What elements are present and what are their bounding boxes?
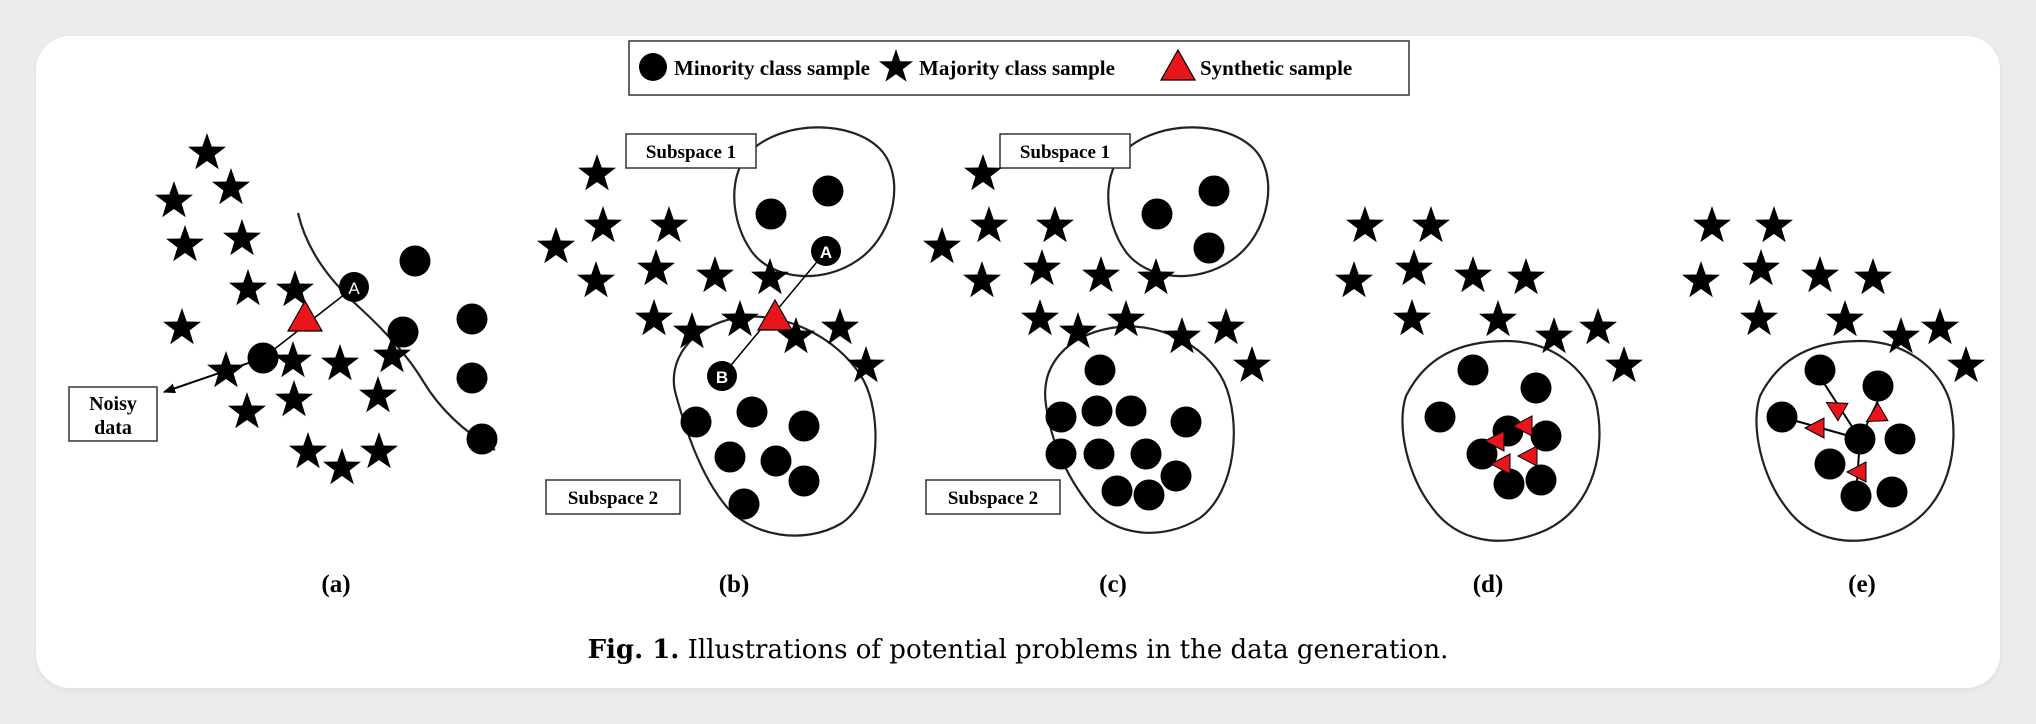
legend-minority-marker [639,53,667,81]
panel-a-label: (a) [321,571,350,598]
panel-d-region [1401,339,1601,542]
panel-b-synthetic-sample [757,299,793,331]
panel-c-subspace1-region [1107,126,1270,278]
panel-c-subspace1-box [999,133,1131,169]
panel-c-subspace2-region [1044,325,1235,534]
legend-majority-label: Majority class sample [919,56,1115,80]
panel-b-minority-dots [680,175,844,520]
panel-a-noisy-box [68,386,158,442]
panel-c-subspace2-box [925,479,1061,515]
panel-e-label: (e) [1848,571,1876,598]
panel-a-noisy-label-line1: Noisy [89,393,137,415]
panel-b-point-a [811,236,841,266]
panel-a-minority-dots [247,245,498,455]
legend-minority-label: Minority class sample [674,56,870,80]
panel-a: A Noisy data (a) [68,133,498,598]
figure-canvas: Minority class sample Majority class sam… [68,40,1985,665]
panel-b-subspace1-label: Subspace 1 [646,142,736,163]
figure-card: Minority class sample Majority class sam… [36,36,2000,688]
panel-b-subspace2-label: Subspace 2 [568,488,658,509]
panel-a-noisy-arrow [163,357,264,394]
panel-c: Subspace 1 Subspace 2 [923,126,1271,598]
panel-a-point-a-label: A [348,279,360,298]
panel-c-subspace2-label: Subspace 2 [948,488,1038,509]
panel-b-label: (b) [719,571,750,598]
caption-text: Illustrations of potential problems in t… [679,635,1448,665]
panel-b-point-b [707,361,737,391]
panel-b-subspace2-region [672,315,877,537]
panel-e-majority-stars [1682,206,1985,383]
panel-d-label: (d) [1473,571,1504,598]
legend-box [628,40,1410,96]
panel-a-noisy-label-line2: data [94,417,132,439]
caption-prefix: Fig. 1. [588,635,680,665]
panel-a-point-a [339,272,369,302]
panel-a-majority-stars [155,133,411,485]
panel-c-label: (c) [1099,571,1127,598]
figure-caption: Fig. 1. Illustrations of potential probl… [588,635,1449,665]
panel-d-majority-stars [1335,206,1643,383]
panel-d: (d) [1335,206,1643,598]
panel-b-point-b-label: B [716,368,728,387]
panel-b-subspace1-box [625,133,757,169]
panel-b: Subspace 1 Subspace 2 [537,126,896,598]
panel-b-subspace2-box [545,479,681,515]
panel-e-region [1755,339,1955,542]
legend: Minority class sample Majority class sam… [628,40,1410,96]
panel-b-subspace1-region [733,126,896,278]
panel-b-point-a-label: A [820,243,832,262]
panel-d-minority-dots [1424,354,1562,500]
panel-c-subspace1-label: Subspace 1 [1020,142,1110,163]
legend-synthetic-label: Synthetic sample [1200,56,1352,80]
panel-e: (e) [1682,206,1985,598]
